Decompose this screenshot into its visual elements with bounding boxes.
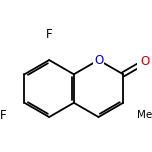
Text: Me: Me (137, 110, 152, 120)
Text: O: O (140, 55, 150, 68)
Text: O: O (94, 54, 103, 67)
Text: F: F (0, 109, 6, 122)
Text: F: F (46, 28, 52, 41)
